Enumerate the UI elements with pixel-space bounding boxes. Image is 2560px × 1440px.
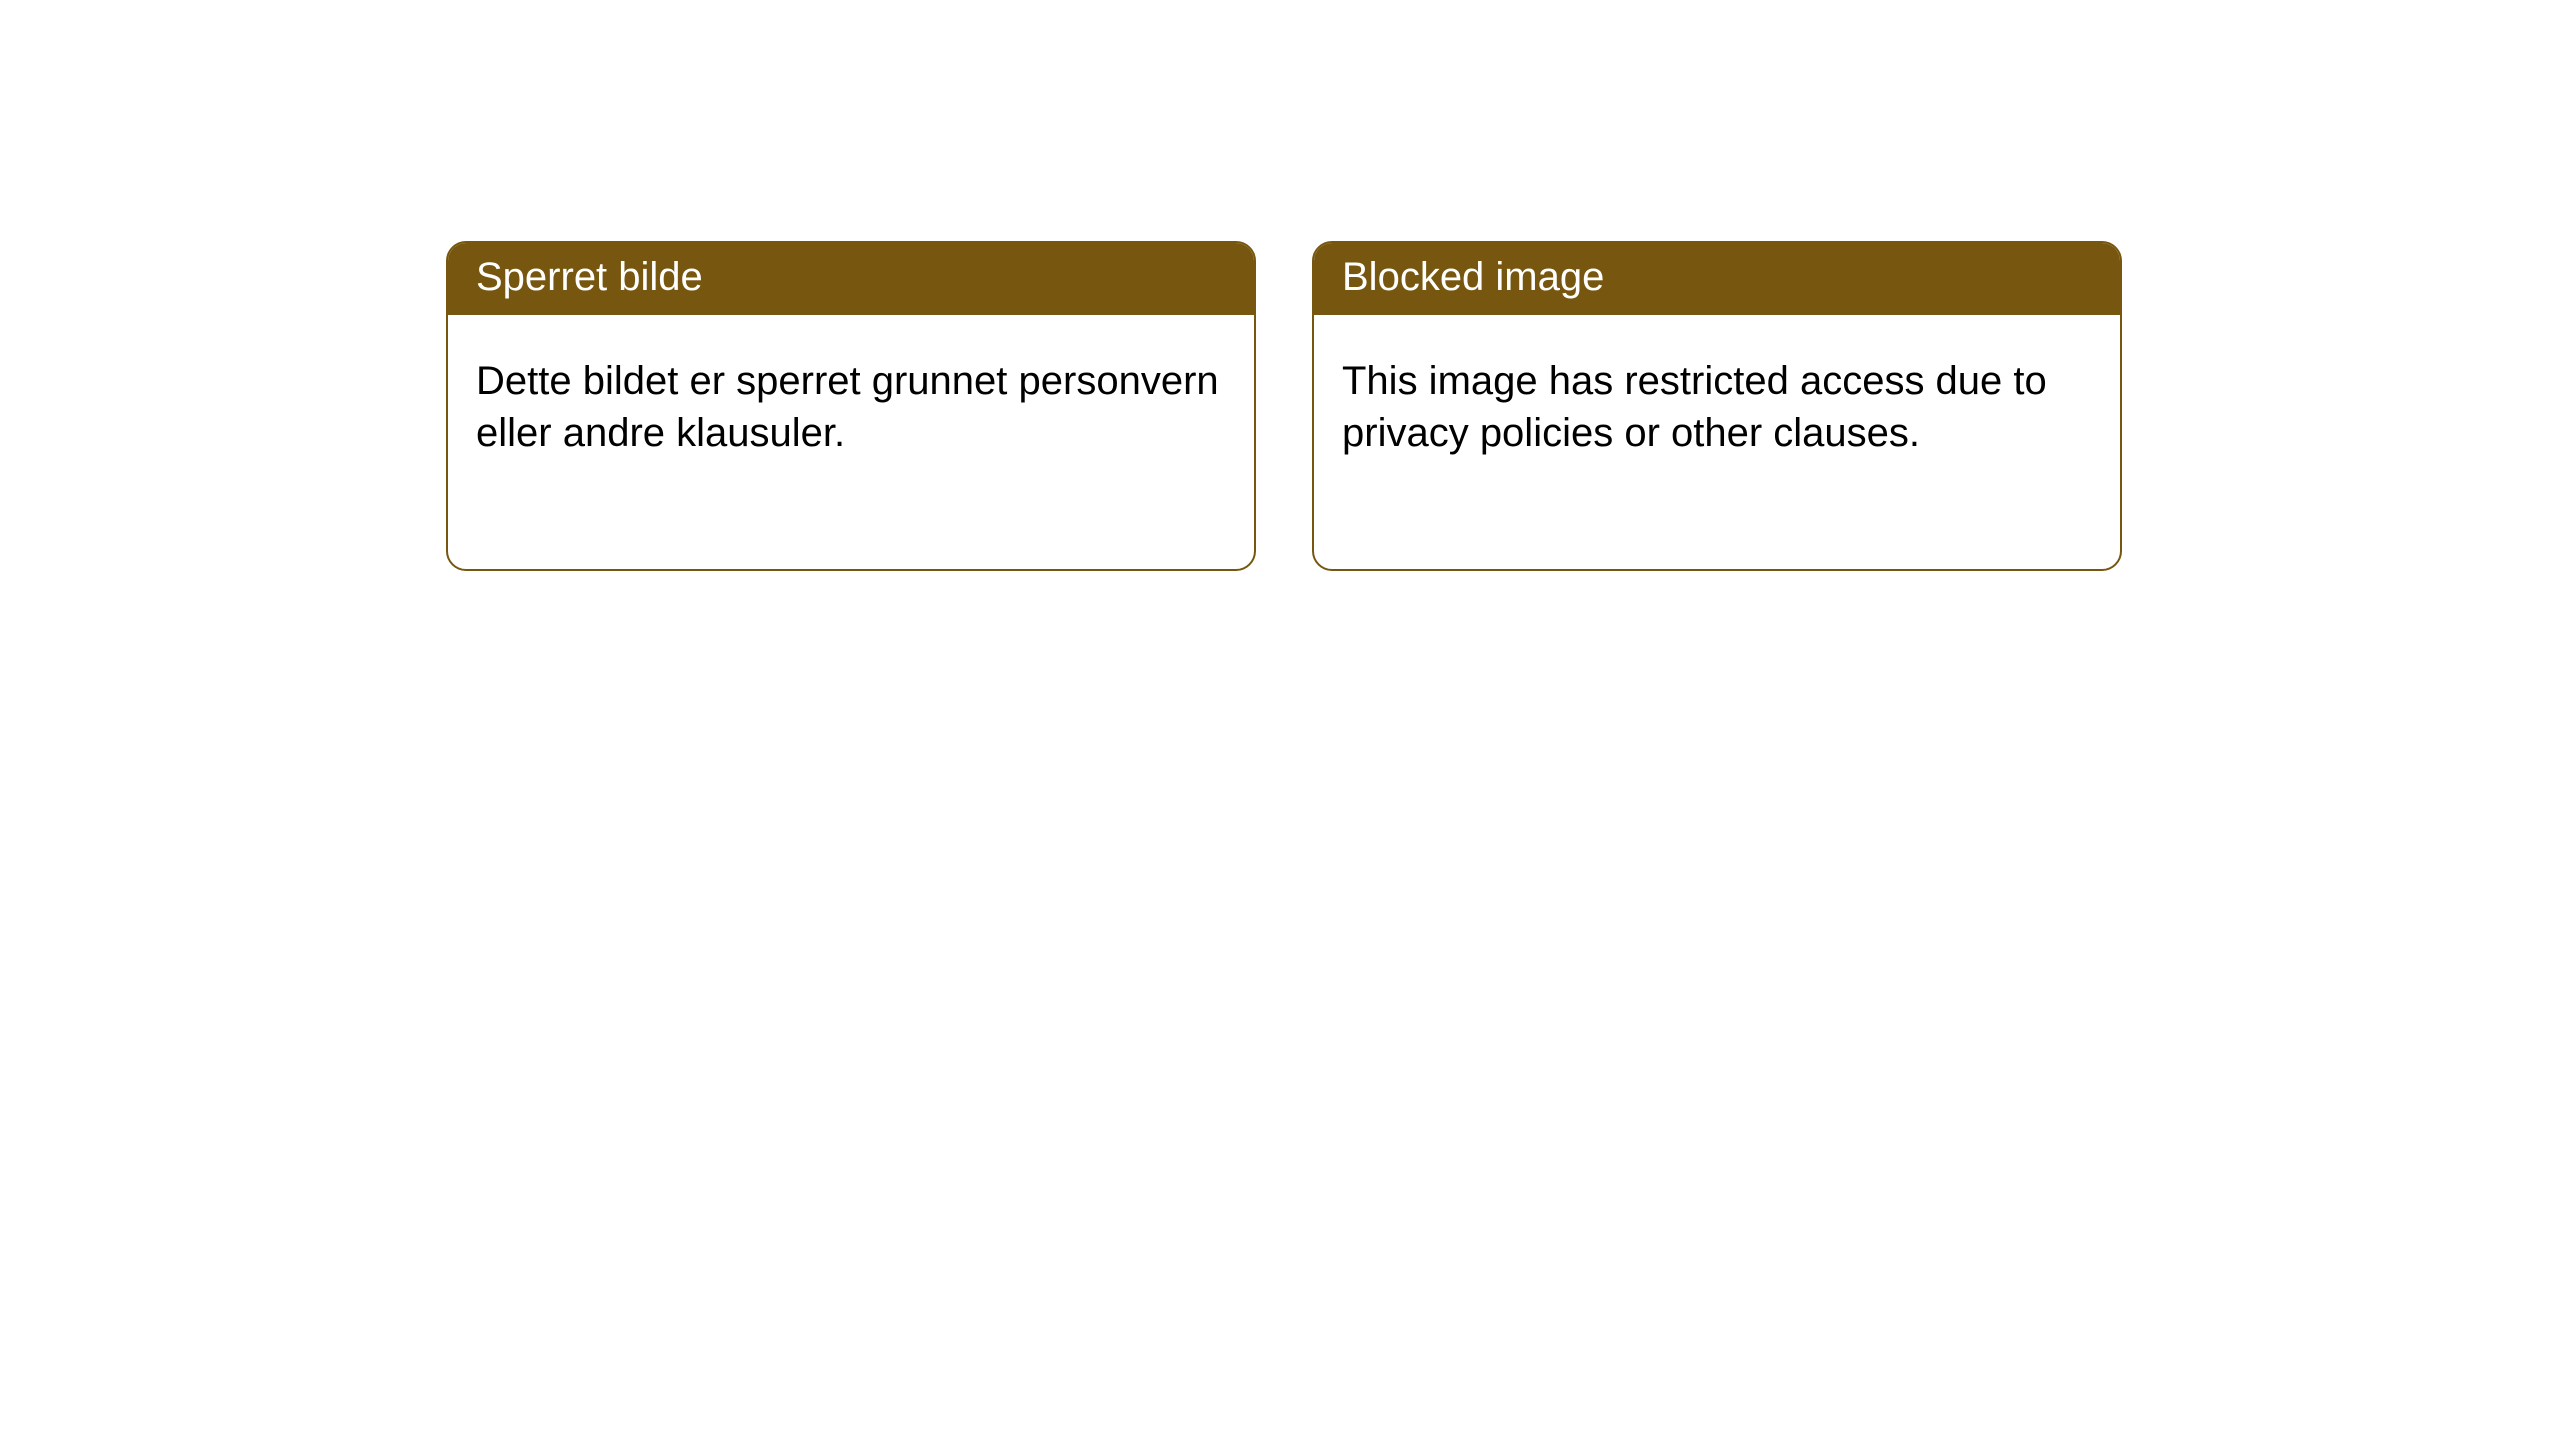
card-body: Dette bildet er sperret grunnet personve… [448, 315, 1254, 569]
card-title: Blocked image [1314, 243, 2120, 315]
notice-card-english: Blocked image This image has restricted … [1312, 241, 2122, 571]
card-body: This image has restricted access due to … [1314, 315, 2120, 569]
notice-card-norwegian: Sperret bilde Dette bildet er sperret gr… [446, 241, 1256, 571]
notice-cards-container: Sperret bilde Dette bildet er sperret gr… [0, 0, 2560, 571]
card-title: Sperret bilde [448, 243, 1254, 315]
